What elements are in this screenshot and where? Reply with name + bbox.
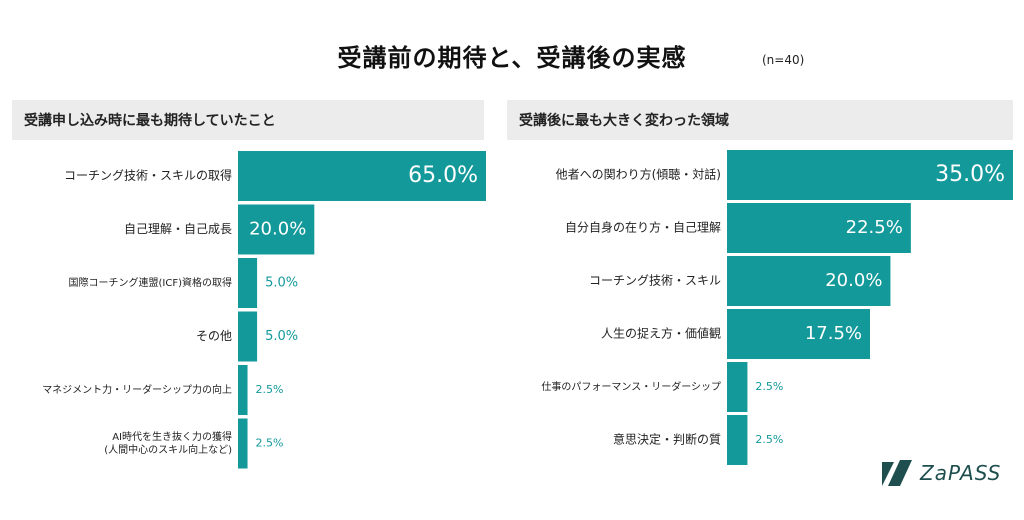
brand-logo: ZaPASS — [880, 458, 1001, 488]
right-category-label-0: 他者への関わり方(傾聴・対話) — [556, 167, 721, 182]
right-category-label-3: 人生の捉え方・価値観 — [601, 326, 721, 341]
right-value-label-0: 35.0% — [935, 162, 1005, 187]
left-category-label-5-1: (人間中心のスキル向上など) — [104, 443, 232, 456]
left-value-label-5: 2.5% — [256, 437, 284, 450]
left-category-label-1: 自己理解・自己成長 — [124, 222, 232, 236]
right-value-label-5: 2.5% — [755, 433, 783, 446]
right-value-label-3: 17.5% — [805, 323, 862, 344]
left-value-label-2: 5.0% — [265, 276, 298, 291]
right-bar-0 — [727, 150, 1013, 200]
left-bar-1 — [238, 204, 315, 255]
sample-size-note: (n=40) — [762, 53, 805, 67]
left-bar-0 — [238, 151, 486, 201]
right-panel-header: 受講後に最も大きく変わった領域 — [507, 100, 1013, 140]
left-value-label-3: 5.0% — [265, 329, 298, 344]
right-value-label-2: 20.0% — [825, 270, 882, 291]
left-category-label-3: その他 — [196, 329, 232, 343]
left-value-label-4: 2.5% — [256, 383, 284, 396]
left-bar-5 — [238, 418, 248, 469]
left-bar-2 — [238, 258, 258, 308]
left-category-label-0: コーチング技術・スキルの取得 — [64, 168, 232, 183]
zapass-logo-icon — [882, 460, 912, 486]
right-category-label-1: 自分自身の在り方・自己理解 — [565, 220, 721, 235]
left-category-label-4: マネジメント力・リーダーシップ力の向上 — [42, 383, 232, 396]
page-title: 受講前の期待と、受講後の実感 — [337, 44, 687, 72]
right-bar-3 — [727, 309, 870, 359]
left-panel-header: 受講申し込み時に最も期待していたこと — [12, 100, 484, 140]
right-value-label-1: 22.5% — [846, 217, 903, 238]
right-chart-title: 受講後に最も大きく変わった領域 — [519, 113, 729, 129]
logo-text: ZaPASS — [920, 461, 1002, 485]
left-category-label-5-0: AI時代を生き抜く力の獲得 — [112, 430, 232, 443]
left-category-label-2: 国際コーチング連盟(ICF)資格の取得 — [69, 276, 233, 289]
right-bar-4 — [727, 362, 748, 412]
right-bar-2 — [727, 256, 891, 306]
left-value-label-1: 20.0% — [249, 219, 306, 240]
left-bar-3 — [238, 311, 258, 362]
left-bar-4 — [238, 365, 248, 415]
right-category-label-5: 意思決定・判断の質 — [613, 432, 721, 447]
right-bar-1 — [727, 203, 911, 253]
right-value-label-4: 2.5% — [755, 380, 783, 393]
left-value-label-0: 65.0% — [408, 163, 478, 188]
right-bar-5 — [727, 415, 748, 465]
right-category-label-4: 仕事のパフォーマンス・リーダーシップ — [541, 380, 721, 393]
right-category-label-2: コーチング技術・スキル — [589, 274, 721, 288]
left-chart-title: 受講申し込み時に最も期待していたこと — [24, 113, 276, 129]
